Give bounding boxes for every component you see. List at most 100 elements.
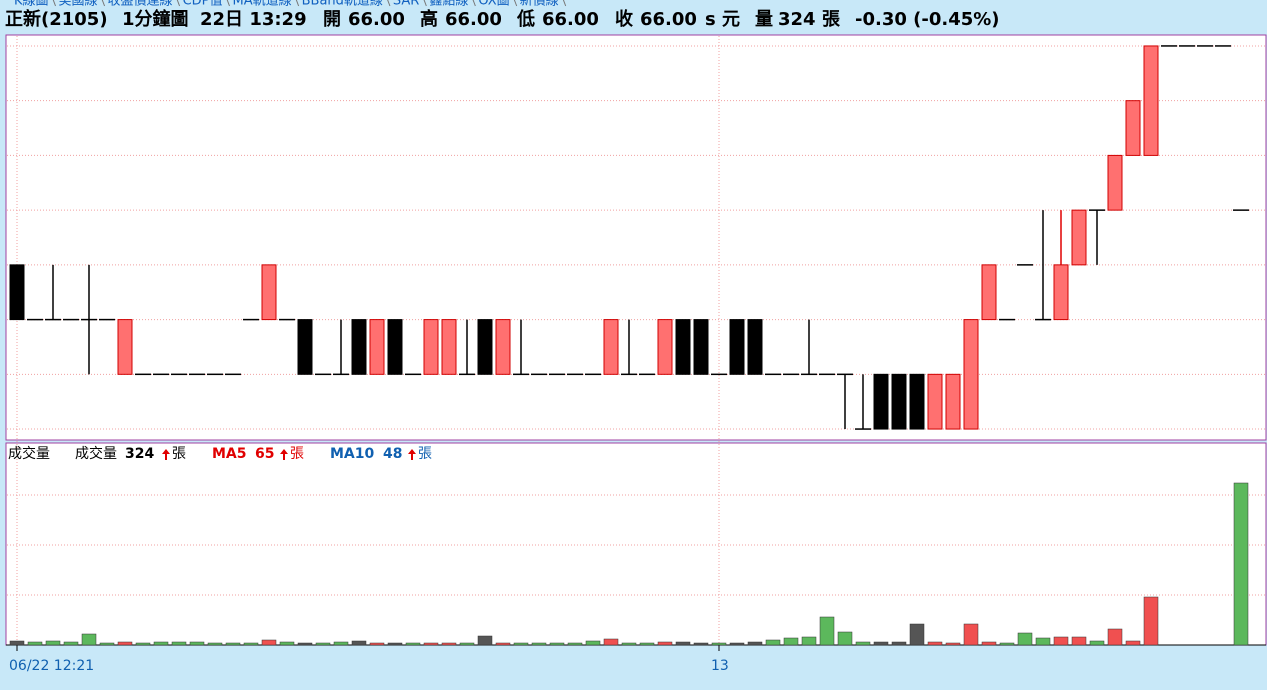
volume-bar — [621, 642, 637, 646]
volume-bar — [261, 639, 277, 646]
volume-bar — [999, 642, 1015, 646]
volume-bar — [333, 641, 349, 646]
volume-bar — [945, 642, 961, 646]
volume-bar — [891, 641, 907, 646]
arrow-icon — [408, 449, 416, 460]
candle-body — [693, 319, 709, 375]
tab[interactable]: MA軌道線 — [233, 0, 292, 9]
volume-bar — [765, 639, 781, 646]
candle-body — [261, 264, 277, 321]
tab-separator — [562, 0, 567, 7]
volume-bar — [1143, 596, 1159, 646]
volume-bar — [603, 638, 619, 646]
volume-bar — [531, 642, 547, 646]
header-volume-label: 量 — [755, 8, 773, 30]
volume-bar — [459, 642, 475, 646]
tab[interactable]: 收盤價連線 — [108, 0, 173, 9]
ma10-unit: 張 — [418, 446, 432, 462]
quote-header: 正新(2105) 1分鐘圖 22日 13:29 開 66.00 高 66.00 低 66.00 收… — [5, 8, 1000, 30]
candle-body — [351, 319, 367, 375]
volume-bar — [117, 641, 133, 646]
volume-bar — [747, 641, 763, 646]
ma5-value: 65 — [255, 446, 274, 462]
candle-body — [387, 319, 403, 375]
tab-separator — [101, 0, 106, 7]
volume-bar — [297, 642, 313, 646]
ma10-value: 48 — [383, 446, 402, 462]
candle-body — [495, 319, 511, 375]
tab-separator — [295, 0, 300, 7]
header-close-label: 收 — [615, 8, 633, 30]
header-open: 66.00 — [348, 9, 405, 30]
header-low-label: 低 — [516, 8, 535, 30]
arrow-icon — [162, 449, 170, 460]
volume-bar — [657, 641, 673, 646]
volume-bar — [207, 642, 223, 646]
tab-separator — [176, 0, 181, 7]
volume-bar — [567, 642, 583, 646]
price-panel — [5, 34, 1267, 441]
volume-bar — [963, 623, 979, 646]
candle-body — [603, 319, 619, 375]
volume-bar — [441, 642, 457, 646]
volume-bar — [315, 642, 331, 646]
volume-bar — [1089, 640, 1105, 646]
tab-strip: K線圖 美國線 收盤價連線 CDP值 MA軌道線 BBand軌道線 SAR 鑫點線 OX圖 新價線 — [14, 0, 567, 9]
volume-bar — [855, 641, 871, 646]
tab-separator — [52, 0, 56, 7]
volume-bar — [585, 640, 601, 646]
tab[interactable]: CDP值 — [183, 0, 223, 9]
header-close-unit: s 元 — [705, 9, 740, 30]
tab[interactable]: BBand軌道線 — [302, 0, 383, 9]
volume-bar — [153, 641, 169, 646]
candle-body — [927, 373, 943, 430]
header-close: 66.00 — [640, 9, 697, 30]
candle-body — [9, 264, 25, 321]
volume-bar — [549, 642, 565, 646]
arrow-icon — [280, 449, 288, 460]
candle-body — [747, 319, 763, 375]
tab[interactable]: 美國線 — [59, 0, 98, 9]
volume-bar — [927, 641, 943, 646]
volume-bar — [783, 637, 799, 646]
header-volume-unit: 張 — [822, 9, 841, 30]
volume-bar — [27, 641, 43, 646]
volume-bar — [1233, 482, 1249, 646]
x-tick-label: 06/22 12:21 — [9, 658, 94, 674]
tab-separator — [472, 0, 476, 7]
header-high: 66.00 — [445, 9, 502, 30]
candle-body — [675, 319, 691, 375]
candle-body — [1071, 209, 1087, 266]
volume-bar — [477, 635, 493, 646]
candle-body — [1053, 264, 1069, 321]
volume-bar — [1035, 637, 1051, 646]
header-low: 66.00 — [542, 9, 599, 30]
tab[interactable]: 新價線 — [520, 0, 559, 9]
volume-bar — [405, 642, 421, 646]
volume-bar — [1017, 632, 1033, 646]
volume-bar — [135, 642, 151, 646]
tab[interactable]: K線圖 — [14, 0, 49, 9]
volume-panel — [5, 442, 1267, 646]
tab[interactable]: OX圖 — [478, 0, 509, 9]
candle-body — [477, 319, 493, 375]
header-time: 22日 13:29 — [200, 9, 307, 30]
volume-bar — [819, 616, 835, 646]
volume-bar — [63, 641, 79, 646]
volume-bar — [873, 641, 889, 646]
tab[interactable]: 鑫點線 — [429, 0, 468, 9]
volume-bar — [801, 636, 817, 646]
candle-body — [981, 264, 997, 321]
volume-bar — [243, 642, 259, 646]
volume-unit: 張 — [172, 446, 186, 462]
volume-bar — [513, 642, 529, 646]
volume-bar — [729, 642, 745, 646]
tab[interactable]: SAR — [393, 0, 419, 9]
volume-bar — [981, 641, 997, 646]
volume-bar — [1125, 640, 1141, 646]
volume-bar — [171, 641, 187, 646]
volume-bar — [711, 642, 727, 646]
ma10-label: MA10 — [330, 446, 375, 462]
